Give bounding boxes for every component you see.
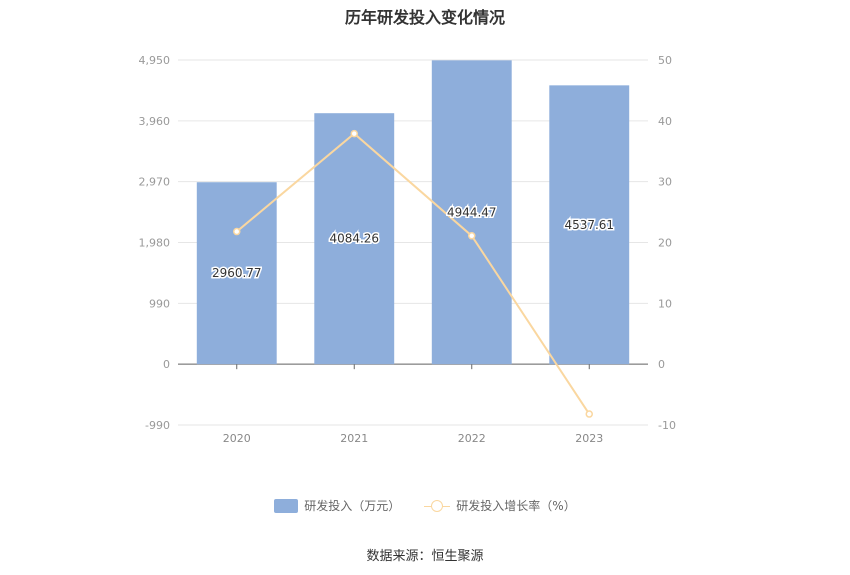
legend-bar-label: 研发投入（万元） bbox=[304, 499, 401, 513]
bar-value-label: 4537.61 bbox=[564, 218, 614, 232]
bar-series bbox=[196, 60, 630, 365]
x-tick-label: 2022 bbox=[458, 432, 486, 445]
y-right-tick-label: 30 bbox=[658, 176, 672, 189]
bar-2023[interactable] bbox=[549, 85, 630, 365]
y-right-tick-label: 50 bbox=[658, 54, 672, 67]
x-tick-label: 2020 bbox=[223, 432, 251, 445]
legend-line-swatch bbox=[424, 499, 451, 513]
y-left-tick-label: 3,960 bbox=[139, 115, 171, 128]
x-tick-label: 2021 bbox=[340, 432, 368, 445]
growth-rate-point-2020[interactable] bbox=[233, 227, 241, 236]
data-labels: 2960.77 4084.26 4944.47 4537.61 bbox=[210, 204, 615, 282]
bar-value-label: 4084.26 bbox=[329, 232, 379, 246]
legend-item-bars[interactable]: 研发投入（万元） bbox=[274, 497, 400, 514]
source-note: 数据来源：恒生聚源 bbox=[366, 549, 484, 564]
y-right-tick-label: 0 bbox=[658, 358, 665, 371]
growth-rate-point-2021[interactable] bbox=[350, 129, 358, 138]
legend-line-label: 研发投入增长率（%） bbox=[456, 499, 576, 513]
y-right-tick-label: 10 bbox=[658, 297, 672, 310]
bar-value-label: 2960.77 bbox=[212, 266, 262, 280]
y-left-tick-label: 4,950 bbox=[139, 54, 171, 67]
y-left-tick-label: 2,970 bbox=[139, 176, 171, 189]
y-left-tick-label: 990 bbox=[149, 297, 170, 310]
y-right-tick-label: 20 bbox=[658, 237, 672, 250]
y-left-tick-label: 0 bbox=[163, 358, 170, 371]
growth-rate-point-2022[interactable] bbox=[468, 232, 476, 240]
y-left-tick-label: -990 bbox=[145, 419, 170, 432]
growth-rate-line bbox=[236, 132, 591, 415]
growth-rate-point-2023[interactable] bbox=[585, 410, 593, 418]
y-right-tick-label: 40 bbox=[658, 115, 672, 128]
legend: 研发投入（万元） 研发投入增长率（%） bbox=[0, 497, 850, 514]
y-left-tick-label: 1,980 bbox=[139, 237, 171, 250]
legend-item-line[interactable]: 研发投入增长率（%） bbox=[424, 497, 576, 514]
chart-title: 历年研发投入变化情况 bbox=[344, 8, 505, 27]
legend-bar-swatch bbox=[274, 498, 299, 513]
bar-2020[interactable] bbox=[196, 182, 277, 365]
x-tick-label: 2023 bbox=[575, 432, 603, 445]
bar-value-label: 4944.47 bbox=[447, 205, 497, 219]
line-series bbox=[233, 129, 593, 418]
y-right-tick-label: -10 bbox=[658, 419, 676, 432]
